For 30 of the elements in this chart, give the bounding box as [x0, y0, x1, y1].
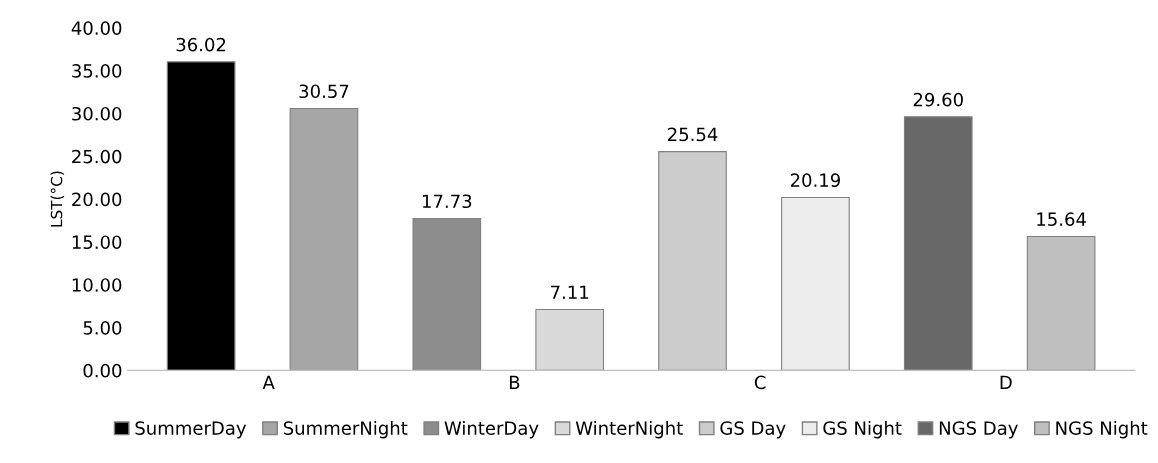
data-label: 17.73	[422, 194, 472, 209]
y-tick-label: 30.00	[72, 106, 122, 121]
x-tick-label: C	[754, 375, 766, 390]
y-tick-label: 0.00	[83, 363, 122, 378]
y-tick-label: 25.00	[72, 149, 122, 164]
y-tick-label: 35.00	[72, 64, 122, 78]
data-label: 29.60	[913, 92, 963, 107]
y-tick-label: 10.00	[72, 278, 122, 292]
data-label: 7.11	[551, 285, 589, 299]
data-label: 36.02	[176, 37, 226, 52]
y-tick-label: 15.00	[72, 235, 122, 250]
legend-label: WinterNight	[575, 420, 683, 439]
y-tick-label: 40.00	[71, 21, 122, 35]
y-tick-label: 20.00	[72, 192, 122, 207]
legend-label: NGS Day	[939, 421, 1018, 439]
legend-label: GS Night	[823, 420, 902, 439]
x-tick-label: B	[509, 375, 520, 389]
y-axis-title: LST(°C)	[50, 171, 65, 227]
legend-label: WinterDay	[444, 420, 539, 439]
data-label: 25.54	[668, 127, 718, 142]
x-tick-label: D	[1000, 375, 1012, 389]
legend-label: NGS Night	[1056, 420, 1148, 439]
data-label: 30.57	[299, 84, 349, 99]
legend-label: GS Day	[720, 421, 786, 439]
data-label: 20.19	[790, 173, 840, 188]
legend-label: SummerNight	[283, 420, 408, 439]
x-tick-label: A	[262, 375, 275, 389]
legend-label: SummerDay	[135, 421, 247, 439]
y-tick-label: 5.00	[83, 321, 122, 335]
data-label: 15.64	[1037, 212, 1086, 226]
